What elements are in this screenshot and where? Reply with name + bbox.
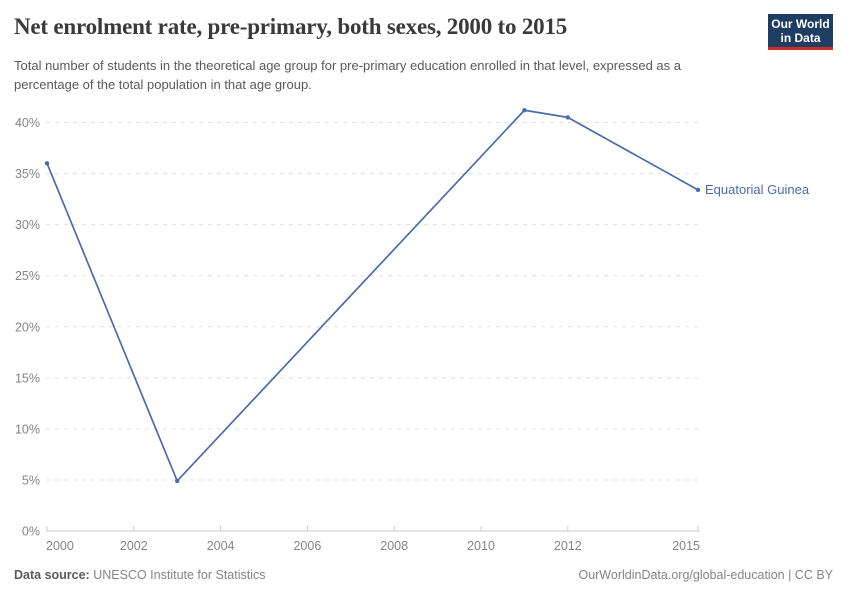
y-tick-label: 35%	[15, 167, 40, 181]
x-tick-label: 2015	[672, 539, 700, 553]
chart-title: Net enrolment rate, pre-primary, both se…	[14, 14, 568, 39]
data-source-value: UNESCO Institute for Statistics	[93, 568, 266, 582]
owid-url-link[interactable]: OurWorldinData.org/global-education | CC…	[578, 568, 833, 582]
y-tick-label: 0%	[22, 525, 40, 539]
data-point	[565, 115, 570, 120]
y-tick-label: 10%	[15, 422, 40, 436]
y-tick-label: 20%	[15, 320, 40, 334]
line-chart: 0% 5% 10% 15% 20% 25% 30% 35% 40% 2000 2002 2004 200…	[15, 108, 701, 553]
data-point	[44, 161, 50, 166]
x-tick-label: 2012	[554, 539, 582, 553]
y-tick-label: 30%	[15, 218, 40, 232]
x-tick-label: 2004	[207, 539, 235, 553]
owid-logo: Our World in Data	[768, 14, 833, 50]
y-tick-label: 5%	[22, 473, 40, 487]
y-tick-label: 25%	[15, 269, 40, 283]
series-line	[46, 109, 699, 482]
entity-label: Equatorial Guinea	[705, 182, 810, 197]
x-tick-label: 2002	[120, 539, 148, 553]
data-point	[695, 187, 701, 193]
y-tick-label: 15%	[15, 371, 40, 385]
data-source-label: Data source:	[14, 568, 90, 582]
data-point	[522, 108, 527, 113]
x-tick-label: 2000	[46, 539, 74, 553]
x-tick-label: 2010	[467, 539, 495, 553]
x-tick-label: 2006	[293, 539, 321, 553]
chart-subtitle: Total number of students in the theoreti…	[14, 58, 681, 92]
chart-footer: Data source: UNESCO Institute for Statis…	[14, 568, 833, 582]
y-tick-label: 40%	[15, 116, 40, 130]
owid-logo-line1: Our World	[771, 16, 830, 31]
owid-logo-line2: in Data	[780, 30, 821, 45]
x-tick-label: 2008	[380, 539, 408, 553]
data-source: Data source: UNESCO Institute for Statis…	[14, 568, 266, 582]
data-point	[175, 478, 180, 484]
